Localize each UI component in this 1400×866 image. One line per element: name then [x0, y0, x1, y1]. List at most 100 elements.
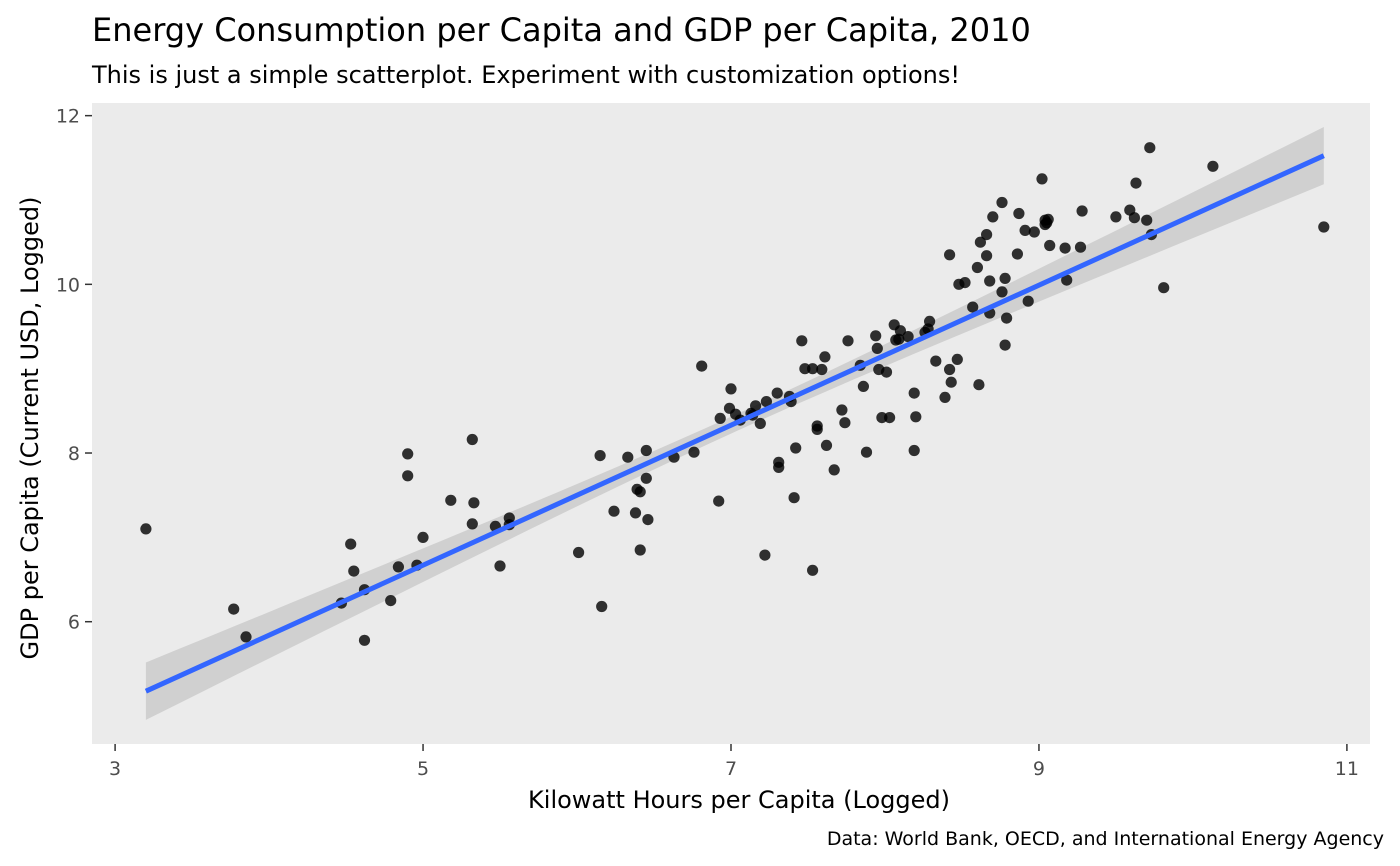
data-point — [870, 330, 882, 342]
data-point — [908, 444, 920, 457]
data-point — [816, 363, 828, 376]
data-point — [908, 387, 920, 399]
data-point — [799, 363, 811, 375]
y-axis-label: GDP per Capita (Current USD, Logged) — [16, 197, 44, 660]
data-point — [842, 335, 854, 347]
data-point — [910, 411, 922, 423]
data-point — [811, 423, 823, 435]
data-point — [1144, 142, 1156, 154]
x-tick-label: 3 — [109, 758, 121, 780]
data-point — [773, 461, 785, 473]
data-point — [402, 470, 414, 482]
data-point — [1059, 242, 1071, 254]
data-point — [902, 331, 914, 343]
data-point — [828, 464, 840, 476]
data-point — [596, 600, 608, 613]
data-point — [696, 360, 708, 372]
data-point — [839, 417, 851, 429]
data-point — [860, 446, 873, 458]
y-tick-label: 6 — [68, 612, 80, 634]
data-point — [1013, 207, 1025, 220]
data-point — [466, 518, 478, 530]
data-point — [240, 631, 252, 643]
data-point — [981, 250, 993, 262]
data-point — [634, 544, 646, 556]
data-point — [771, 387, 783, 399]
data-point — [944, 363, 956, 376]
data-point — [713, 495, 725, 507]
data-point — [1158, 282, 1170, 294]
data-point — [358, 634, 371, 646]
data-point — [348, 565, 360, 577]
data-point — [608, 505, 620, 517]
data-point — [1019, 224, 1031, 236]
data-point — [392, 561, 404, 573]
chart-subtitle: This is just a simple scatterplot. Exper… — [91, 61, 960, 89]
data-point — [385, 595, 397, 607]
y-tick-label: 12 — [56, 106, 80, 128]
data-point — [759, 549, 771, 561]
data-point — [894, 325, 907, 337]
data-point — [930, 355, 942, 367]
fit-line — [144, 153, 1325, 694]
data-point — [1110, 211, 1122, 223]
data-point — [807, 564, 819, 576]
data-point — [974, 236, 987, 248]
data-point — [725, 383, 737, 395]
data-point — [417, 531, 429, 544]
data-point — [876, 412, 888, 424]
x-tick-label: 11 — [1335, 758, 1359, 780]
data-point — [634, 486, 646, 498]
data-point — [1130, 177, 1142, 189]
data-point — [466, 433, 478, 446]
chart-caption: Data: World Bank, OECD, and Internationa… — [827, 828, 1384, 850]
data-point — [1074, 241, 1087, 253]
y-tick-label: 10 — [56, 274, 80, 296]
data-point — [573, 546, 585, 559]
data-point — [468, 497, 480, 509]
data-point — [1207, 160, 1219, 172]
data-point — [1036, 173, 1048, 185]
data-point — [796, 335, 808, 347]
data-point — [1022, 295, 1034, 307]
x-tick-label: 9 — [1033, 758, 1045, 780]
data-point — [996, 286, 1008, 298]
data-point — [714, 412, 726, 424]
data-point — [880, 366, 893, 378]
y-tick-label: 8 — [68, 443, 80, 465]
data-point — [973, 379, 985, 391]
data-point — [754, 417, 766, 430]
data-point — [981, 229, 993, 241]
data-point — [971, 261, 984, 274]
data-point — [228, 603, 240, 615]
data-point — [1042, 213, 1054, 225]
data-point — [788, 492, 800, 504]
data-point — [967, 301, 979, 313]
data-point — [987, 211, 999, 223]
data-point — [1061, 274, 1073, 286]
data-point — [1001, 312, 1013, 324]
data-point — [884, 412, 896, 424]
data-point — [999, 339, 1011, 351]
data-point — [760, 396, 773, 408]
data-point — [750, 400, 762, 412]
data-point — [944, 249, 956, 261]
data-point — [951, 353, 963, 365]
chart-title: Energy Consumption per Capita and GDP pe… — [92, 11, 1031, 49]
data-point — [1028, 226, 1040, 238]
data-point — [871, 342, 883, 354]
data-point — [790, 442, 802, 454]
data-point — [345, 538, 357, 550]
data-point — [959, 277, 971, 289]
data-point — [836, 404, 848, 416]
data-point — [640, 472, 652, 484]
fit-line-layer — [144, 153, 1325, 694]
x-tick-label: 7 — [725, 758, 737, 780]
data-point — [402, 448, 414, 460]
data-point — [642, 514, 654, 526]
data-point — [807, 363, 819, 375]
data-point — [820, 439, 833, 451]
axes-layer: 3 5 7 9 11 6 8 10 12 — [56, 106, 1359, 780]
data-point — [445, 494, 457, 506]
